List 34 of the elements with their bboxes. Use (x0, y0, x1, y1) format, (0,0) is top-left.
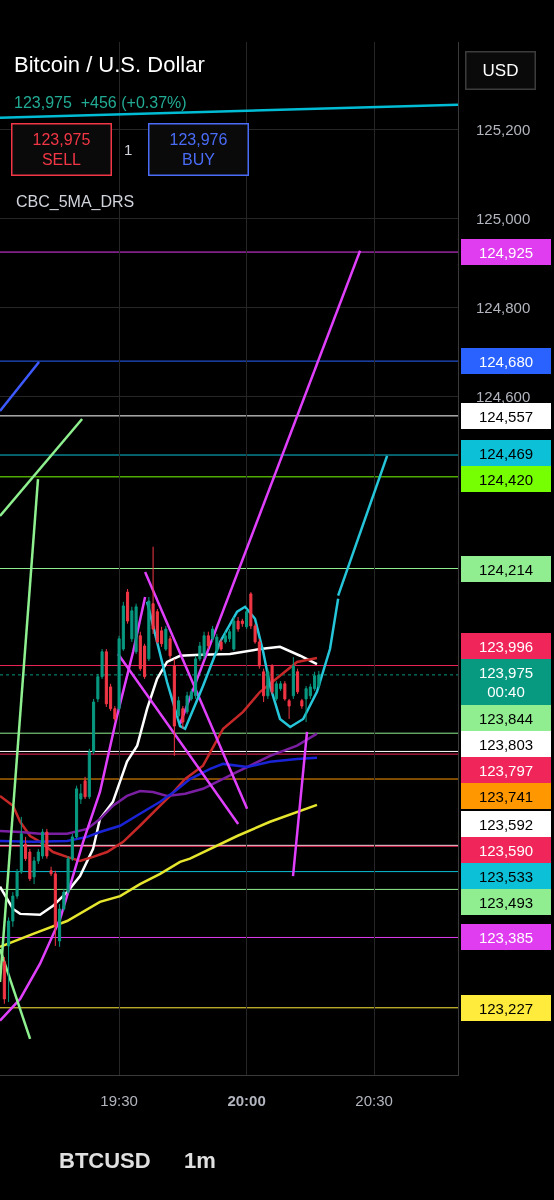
ref-line-label: 123,227 (478, 999, 534, 1017)
text: BTCUSD (59, 1148, 151, 1173)
y-tick-label: 124,800 (476, 298, 531, 316)
ref-line-label: 123,975 00:40 (478, 663, 534, 701)
y-tick-label: 124,600 (476, 387, 531, 405)
ref-line-label: 123,493 (478, 893, 534, 911)
ref-line-label: 124,680 (478, 352, 534, 370)
text: USD (482, 61, 519, 80)
x-tick-label: 20:00 (227, 1092, 266, 1109)
x-tick-label: 19:30 (100, 1092, 138, 1109)
ref-line-label: 124,925 (478, 243, 534, 261)
annotation: CBC_5MA_DRS (16, 193, 135, 211)
annotation: 123,976 BUY (169, 130, 228, 169)
ref-line-label: 123,533 (478, 867, 534, 885)
ref-line-label: 123,844 (478, 709, 534, 727)
ref-line-label: 124,557 (478, 407, 534, 425)
ref-line-label: 124,469 (478, 444, 534, 462)
ref-line-label: 123,741 (478, 787, 534, 805)
ref-line-label: 123,803 (478, 735, 534, 753)
y-tick-label: 125,200 (476, 120, 531, 138)
ref-line-label: 124,214 (478, 560, 534, 578)
annotation: 123,975 SELL (32, 130, 91, 169)
ref-line-label: 123,385 (478, 928, 534, 946)
x-tick-label: 20:30 (355, 1092, 393, 1109)
text: 1m (184, 1148, 216, 1173)
text: 123,975 +456 (+0.37%) (14, 93, 187, 111)
ref-line-label: 123,797 (478, 761, 534, 779)
ref-line-label: 124,420 (478, 470, 534, 488)
text: Bitcoin / U.S. Dollar (14, 51, 205, 77)
ref-line-label: 123,592 (478, 815, 534, 833)
ref-line-label: 123,590 (478, 841, 534, 859)
annotation: 1 (124, 141, 133, 158)
ref-line-label: 123,996 (478, 637, 534, 655)
y-tick-label: 125,000 (476, 209, 531, 227)
